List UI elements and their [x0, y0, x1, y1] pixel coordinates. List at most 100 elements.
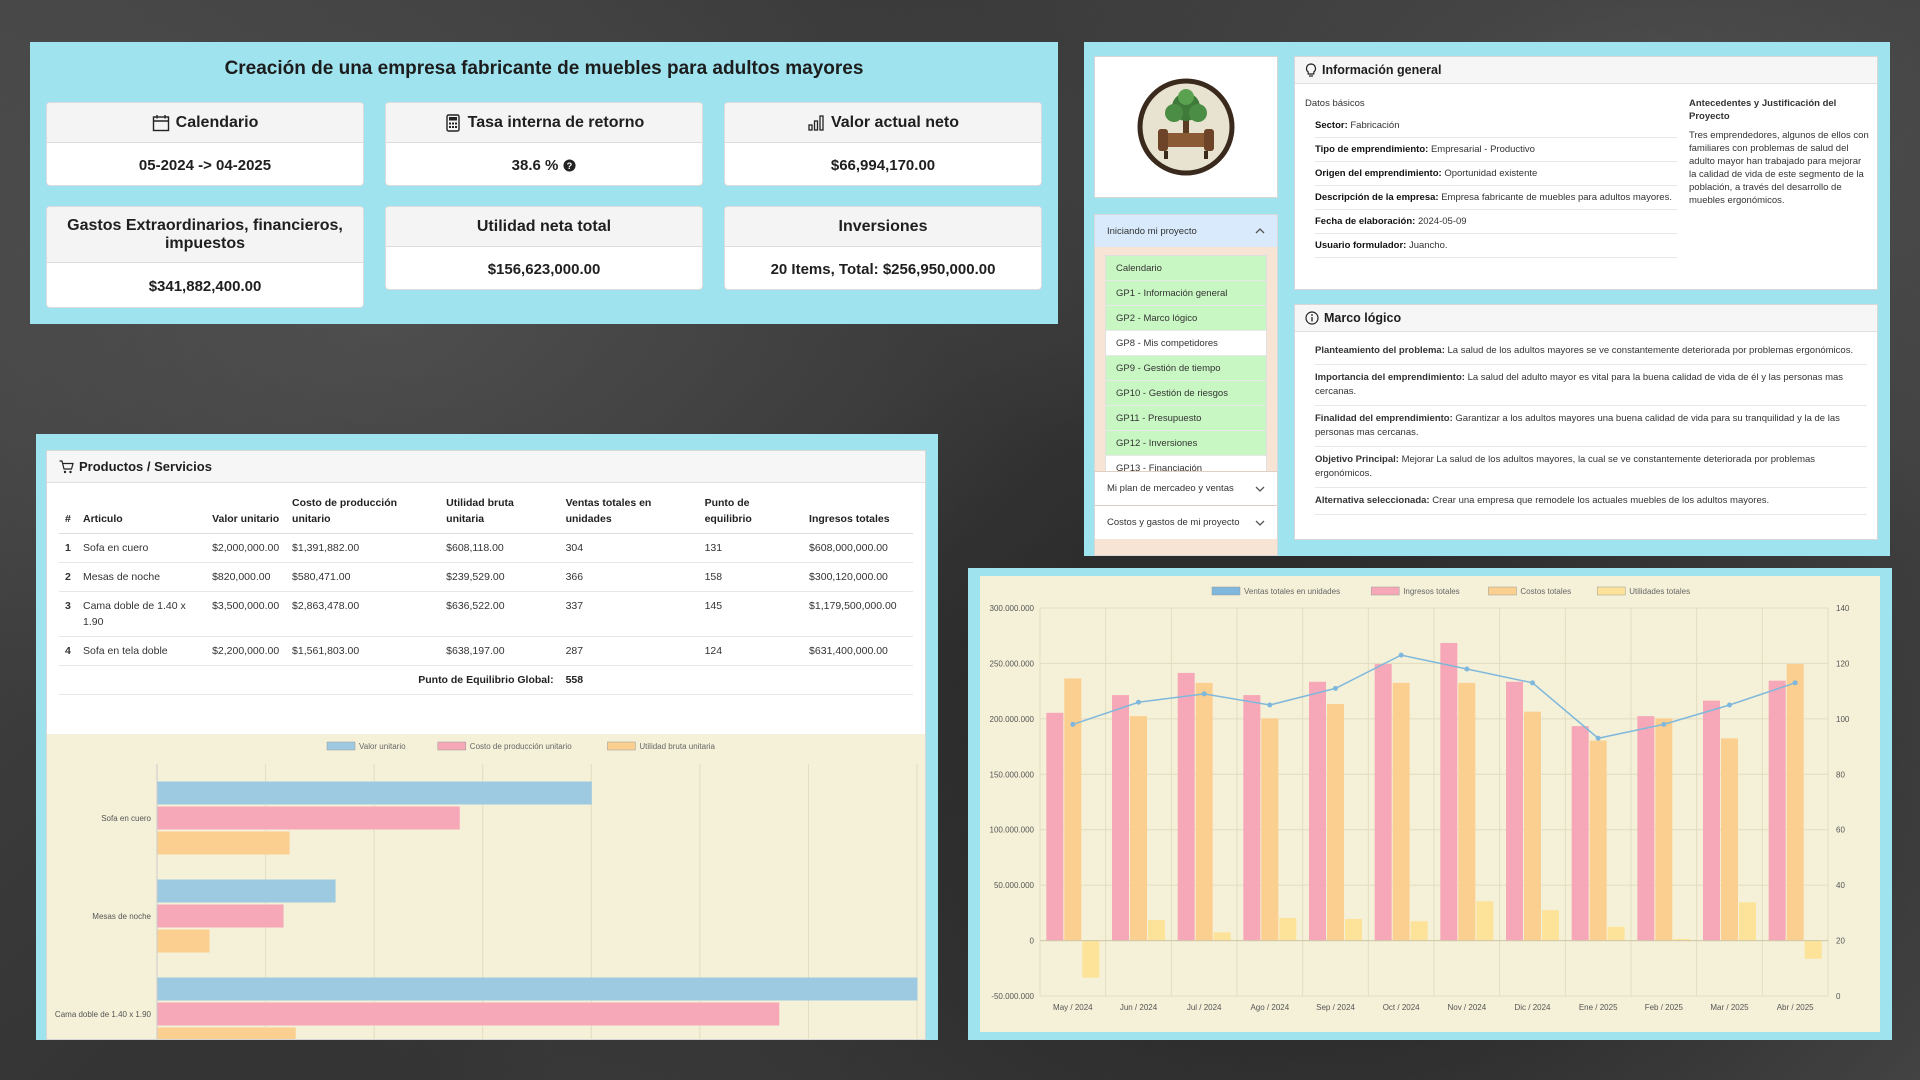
line-point[interactable] [1792, 680, 1798, 686]
bar[interactable] [1506, 681, 1523, 942]
field-value: 2024-05-09 [1417, 216, 1467, 227]
line-point[interactable] [1201, 691, 1207, 697]
bar[interactable] [1046, 712, 1064, 942]
line-point[interactable] [1530, 680, 1535, 686]
menu-item[interactable]: Calendario [1106, 256, 1266, 281]
category-label: Mesas de noche [92, 912, 151, 921]
calendar-label: Calendario [175, 113, 259, 131]
menu-item[interactable]: GP1 - Información general [1106, 281, 1266, 306]
bar[interactable] [1571, 726, 1589, 942]
bar[interactable] [1458, 682, 1476, 942]
x-tick-label: Sep / 2024 [1316, 1003, 1355, 1012]
line-point[interactable] [1267, 702, 1273, 708]
menu-item[interactable]: GP2 - Marco lógico [1106, 306, 1266, 331]
net-profit-label: Utilidad neta total [386, 207, 702, 247]
line-point[interactable] [1070, 721, 1076, 727]
calendar-value: 05-2024 -> 04-2025 [138, 156, 272, 174]
logic-value: Crear una empresa que remodele los actua… [1432, 495, 1770, 506]
bar[interactable] [1374, 664, 1392, 942]
category-label: Sofa en cuero [101, 814, 151, 823]
table-row[interactable]: 4 Sofa en tela doble $2,200,000.00 $1,561,8… [59, 636, 913, 666]
bar[interactable] [1148, 920, 1165, 942]
bar[interactable] [156, 977, 918, 1001]
line-point[interactable] [1398, 652, 1404, 658]
background-text: Tres emprendedores, algunos de ellos con… [1689, 130, 1869, 206]
menu-item[interactable]: GP12 - Inversiones [1106, 431, 1266, 456]
x-tick-label: Feb / 2025 [1645, 1003, 1684, 1012]
legend-swatch [1211, 586, 1241, 596]
bar[interactable] [1655, 718, 1673, 942]
bar[interactable] [1607, 926, 1625, 942]
bar[interactable] [1768, 680, 1786, 942]
bar[interactable] [1440, 642, 1458, 942]
line-point[interactable] [1464, 666, 1470, 672]
menu-item[interactable]: GP10 - Gestión de riesgos [1106, 381, 1266, 406]
legend-item[interactable]: Costo de producción unitario [437, 741, 572, 751]
legend-item[interactable]: Costos totales [1488, 586, 1571, 596]
legend-item[interactable]: Utilidad bruta unitaria [607, 741, 716, 751]
bar[interactable] [1804, 940, 1822, 959]
bar[interactable] [1261, 718, 1279, 942]
table-row[interactable]: 1 Sofa en cuero $2,000,000.00 $1,391,882.00… [59, 533, 913, 563]
bar[interactable] [1410, 921, 1428, 942]
bar[interactable] [1064, 678, 1082, 942]
net-profit-card[interactable]: Utilidad neta total $156,623,000.00 [385, 206, 703, 290]
bar[interactable] [156, 781, 592, 805]
menu-section-iniciando[interactable]: Iniciando mi proyecto [1095, 215, 1277, 247]
bar[interactable] [1345, 919, 1362, 942]
menu-section-mercadeo[interactable]: Mi plan de mercadeo y ventas [1095, 471, 1277, 505]
bar[interactable] [1637, 716, 1655, 942]
x-tick-label: Jul / 2024 [1187, 1003, 1222, 1012]
legend-item[interactable]: Valor unitario [326, 741, 406, 751]
bar[interactable] [1739, 902, 1756, 942]
bar[interactable] [156, 831, 290, 855]
y-tick-label: 250.000.000 [990, 659, 1035, 668]
table-row[interactable]: 3 Cama doble de 1.40 x 1.90 $3,500,000.00 $… [59, 591, 913, 637]
bar[interactable] [1177, 672, 1195, 942]
bar[interactable] [1524, 711, 1541, 942]
bar[interactable] [1327, 703, 1344, 942]
bar[interactable] [156, 929, 210, 953]
bar[interactable] [156, 1027, 296, 1040]
line-point[interactable] [1661, 721, 1667, 727]
menu-item[interactable]: GP9 - Gestión de tiempo [1106, 356, 1266, 381]
legend-item[interactable]: Utilidades totales [1596, 586, 1690, 596]
menu-section-costos[interactable]: Costos y gastos de mi proyecto [1095, 505, 1277, 539]
calendar-card[interactable]: Calendario 05-2024 -> 04-2025 [46, 102, 364, 186]
bar[interactable] [1476, 901, 1494, 942]
bar[interactable] [1309, 681, 1326, 942]
line-point[interactable] [1136, 699, 1141, 705]
legend-item[interactable]: Ingresos totales [1370, 586, 1460, 596]
bar[interactable] [156, 1002, 780, 1026]
bar[interactable] [1589, 740, 1607, 942]
investments-card[interactable]: Inversiones 20 Items, Total: $256,950,00… [724, 206, 1042, 290]
bar[interactable] [156, 879, 336, 903]
table-row[interactable]: 2 Mesas de noche $820,000.00 $580,471.00 $23… [59, 562, 913, 592]
bar[interactable] [1213, 932, 1231, 942]
legend-item[interactable]: Ventas totales en unidades [1211, 586, 1340, 596]
bar[interactable] [1703, 700, 1720, 942]
bar[interactable] [1392, 682, 1410, 942]
bar[interactable] [1112, 695, 1129, 942]
menu-item[interactable]: GP8 - Mis competidores [1106, 331, 1266, 356]
bar[interactable] [156, 806, 460, 830]
line-point[interactable] [1333, 685, 1338, 691]
menu-item[interactable]: GP11 - Presupuesto [1106, 406, 1266, 431]
expenses-card[interactable]: Gastos Extraordinarios, financieros, imp… [46, 206, 364, 308]
line-point[interactable] [1595, 735, 1601, 741]
logic-value: Mejorar La salud de los adultos mayores,… [1315, 454, 1816, 479]
y-tick-label: 200.000.000 [990, 715, 1035, 724]
bar[interactable] [1721, 738, 1738, 942]
info-circle-icon[interactable]: ? [563, 158, 576, 172]
bar[interactable] [1279, 917, 1297, 942]
bar[interactable] [1243, 695, 1261, 942]
bar[interactable] [1082, 940, 1100, 978]
irr-card[interactable]: Tasa interna de retorno 38.6 % ? [385, 102, 703, 186]
bar[interactable] [1130, 716, 1147, 942]
npv-card[interactable]: Valor actual neto $66,994,170.00 [724, 102, 1042, 186]
bar[interactable] [156, 904, 284, 928]
bar[interactable] [1195, 682, 1213, 942]
bar[interactable] [1786, 664, 1804, 942]
line-point[interactable] [1727, 702, 1732, 708]
bar[interactable] [1542, 910, 1559, 942]
